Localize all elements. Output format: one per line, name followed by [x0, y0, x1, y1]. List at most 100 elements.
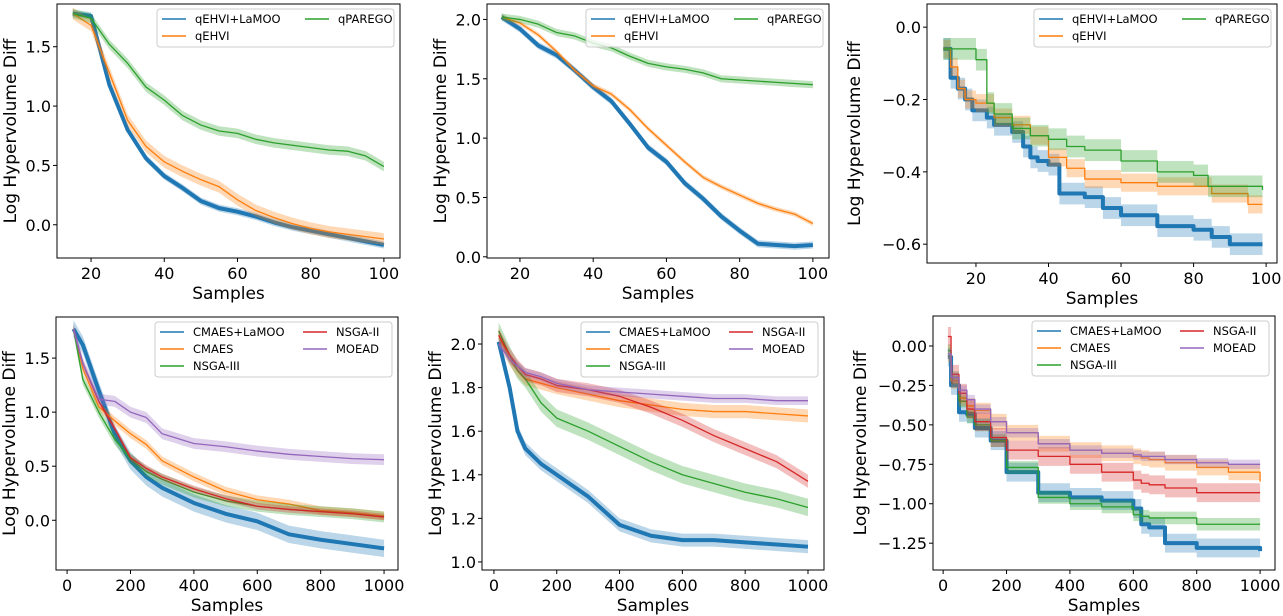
band-NSGA-II — [947, 327, 1261, 503]
legend-item: qEHVI+LaMOO — [162, 12, 281, 26]
legend-label: NSGA-III — [193, 359, 240, 373]
plot-area — [72, 7, 385, 249]
x-tick-label: 400 — [1055, 576, 1086, 595]
legend: CMAES+LaMOO CMAES NSGA-III NSGA-II MOEAD — [580, 321, 819, 378]
band-CMAES — [498, 328, 808, 423]
line-qEHVI — [501, 16, 814, 225]
y-axis-label: Log Hypervolume Diff — [845, 40, 865, 226]
y-axis-label: Log Hypervolume Diff — [0, 350, 20, 536]
x-tick-label: 800 — [730, 576, 761, 595]
line-qPAREGO — [943, 48, 1264, 190]
axes-frame — [932, 315, 1276, 571]
line-qEHVI+LaMOO — [72, 11, 385, 247]
band-qPAREGO — [501, 13, 813, 89]
line-qPAREGO — [72, 12, 385, 168]
x-tick-label: 20 — [81, 264, 101, 283]
y-tick-label: 1.6 — [451, 422, 476, 441]
legend-box — [1031, 320, 1270, 377]
band-CMAES+LaMOO — [73, 320, 385, 558]
x-tick-label: 100 — [798, 264, 829, 283]
x-tick-label: 40 — [154, 264, 174, 283]
legend-label: qEHVI+LaMOO — [1072, 12, 1158, 26]
y-tick-label: −0.4 — [882, 163, 921, 182]
x-tick-label: 80 — [729, 264, 749, 283]
legend-label: CMAES — [1070, 341, 1110, 355]
plot-area — [500, 13, 814, 250]
line-NSGA-III — [498, 330, 809, 509]
legend-label: MOEAD — [336, 342, 379, 356]
legend-label: qEHVI — [1072, 29, 1106, 43]
subplot-4: 0 200 400 600 800 1000 0.0 0.5 1.0 1.5 Samples Log … — [0, 316, 405, 616]
legend-item: qEHVI — [162, 29, 229, 43]
x-tick-label: 1000 — [364, 576, 405, 595]
line-NSGA-II — [72, 328, 385, 518]
line-MOEAD — [947, 353, 1261, 465]
legend-item: NSGA-III — [586, 359, 666, 373]
x-tick-label: 800 — [1181, 576, 1212, 595]
legend: qEHVI+LaMOO qEHVI qPAREGO — [585, 8, 824, 48]
y-tick-label: −0.50 — [878, 416, 927, 435]
x-tick-label: 20 — [966, 269, 986, 288]
y-tick-label: 1.0 — [26, 97, 51, 116]
x-tick-label: 600 — [242, 576, 273, 595]
x-tick-label: 400 — [604, 576, 635, 595]
legend: qEHVI+LaMOO qEHVI qPAREGO — [156, 8, 395, 48]
legend-label: CMAES — [619, 342, 659, 356]
legend-item: MOEAD — [1180, 341, 1256, 355]
y-tick-label: 0.00 — [891, 337, 927, 356]
legend-box — [580, 321, 819, 378]
y-tick-label: 0.5 — [25, 457, 50, 476]
y-axis-label: Log Hypervolume Diff — [1, 37, 21, 223]
x-tick-label: 60 — [656, 264, 676, 283]
x-tick-label: 600 — [667, 576, 698, 595]
x-axis-label: Samples — [1068, 596, 1141, 616]
legend-label: CMAES+LaMOO — [193, 325, 285, 339]
x-tick-label: 1000 — [788, 576, 829, 595]
legend-item: NSGA-II — [1180, 324, 1256, 338]
legend-item: CMAES — [586, 342, 659, 356]
x-axis-label: Samples — [192, 284, 265, 304]
y-tick-label: 1.0 — [451, 553, 476, 572]
line-qPAREGO — [501, 16, 813, 86]
legend-item: qPAREGO — [1182, 12, 1270, 26]
legend-label: NSGA-III — [619, 359, 666, 373]
subplot-2: 20 40 60 80 100 0.0 0.5 1.0 1.5 2.0 Samples Log Hyp… — [431, 3, 830, 304]
y-tick-label: 1.5 — [456, 70, 481, 89]
x-tick-label: 40 — [1038, 269, 1058, 288]
plot-area — [496, 322, 809, 554]
legend-item: qPAREGO — [734, 12, 822, 26]
plot-area — [71, 320, 385, 558]
x-tick-label: 600 — [1118, 576, 1149, 595]
x-tick-label: 0 — [62, 576, 72, 595]
y-tick-label: 0.0 — [456, 248, 481, 267]
x-tick-label: 800 — [305, 576, 336, 595]
x-tick-label: 60 — [227, 264, 247, 283]
y-tick-label: −0.2 — [882, 90, 921, 109]
y-tick-label: 0.0 — [25, 511, 50, 530]
legend-label: CMAES — [193, 342, 233, 356]
line-NSGA-III — [947, 350, 1261, 525]
band-qEHVI — [72, 7, 384, 245]
legend-item: CMAES+LaMOO — [160, 325, 285, 339]
legend-item: CMAES — [160, 342, 233, 356]
legend-label: NSGA-II — [1213, 324, 1256, 338]
legend-box — [585, 8, 824, 48]
axes-frame — [486, 3, 830, 259]
legend-label: qEHVI+LaMOO — [195, 12, 281, 26]
y-tick-label: 0.0 — [896, 18, 921, 37]
band-NSGA-III — [73, 323, 385, 523]
x-tick-label: 80 — [1183, 269, 1203, 288]
y-tick-label: 1.8 — [451, 379, 476, 398]
y-tick-label: 0.0 — [26, 216, 51, 235]
legend-item: qPAREGO — [305, 12, 393, 26]
line-CMAES+LaMOO — [496, 341, 809, 549]
axes-frame — [55, 316, 399, 571]
legend-label: NSGA-II — [336, 325, 379, 339]
legend-label: NSGA-II — [762, 325, 805, 339]
band-qPAREGO — [72, 8, 384, 172]
x-tick-label: 100 — [1251, 269, 1282, 288]
x-tick-label: 1000 — [1240, 576, 1281, 595]
x-axis-label: Samples — [617, 596, 690, 616]
plot-area — [943, 38, 1264, 256]
subplot-1: 20 40 60 80 100 0.0 0.5 1.0 1.5 Samples Log Hyperv… — [1, 3, 401, 304]
